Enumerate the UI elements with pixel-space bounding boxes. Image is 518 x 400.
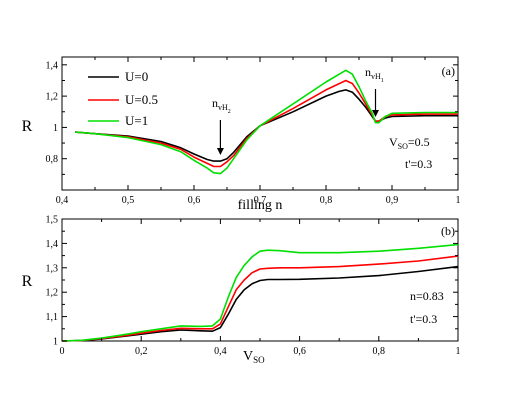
- panel-a-x-tick-label: 1: [456, 195, 461, 206]
- panel-a-x-tick-label: 0,9: [386, 195, 399, 206]
- panel-b-x-tick-label: 0: [60, 346, 65, 357]
- panel-a-label: (a): [442, 64, 455, 78]
- panel-b: 0 0,2 0,4 0,6 0,8 1 1 1,1 1,2 1,3 1,4 1,5 VSO R (b…: [22, 215, 461, 366]
- panel-b-x-tick-label: 0,6: [293, 346, 306, 357]
- annotation-nvh2: nvH2: [212, 96, 231, 115]
- panel-a-x-tick-label: 0,7: [254, 195, 267, 206]
- panel-a-y-tick-label: 0,8: [46, 154, 59, 165]
- panel-a-x-tick-label: 0,6: [188, 195, 201, 206]
- panel-a-series-line-u1: [75, 69, 458, 175]
- annotation-nvh2-index: 2: [228, 109, 231, 115]
- panel-b-y-tick-label: 1,4: [46, 239, 59, 250]
- panel-a-x-tick-label: 0,8: [320, 195, 333, 206]
- panel-a-frame: [61, 56, 459, 191]
- annotation-nvh1-sub: vH: [371, 72, 381, 81]
- panel-a-y-tick-label: 1,2: [46, 92, 59, 103]
- panel-b-label: (b): [441, 224, 455, 238]
- panel-a-y-tick-label: 1: [53, 123, 58, 134]
- panel-b-y-tick-label: 1,5: [46, 215, 59, 226]
- panel-a-x-ticks: 0,4 0,5 0,6 0,7 0,8 0,9 1: [56, 57, 461, 206]
- panel-b-x-tick-label: 0,2: [135, 346, 148, 357]
- panel-a-param-vso: VSO=0.5: [389, 135, 430, 151]
- panel-b-y-tick-label: 1,1: [46, 312, 59, 323]
- panel-a-y-ticks: 0,8 1 1,2 1,4: [46, 60, 458, 175]
- panel-a-x-axis-label: filling n: [238, 198, 283, 213]
- arrow-down-icon: [372, 89, 379, 117]
- legend-label-u0: U=0: [125, 69, 148, 84]
- panel-a-x-tick-label: 0,4: [56, 195, 69, 206]
- panel-b-series-line-u0: [61, 265, 459, 342]
- panel-b-x-tick-label: 0,8: [373, 346, 386, 357]
- panel-b-x-axis-label-sub: SO: [253, 355, 265, 365]
- annotation-nvh1-main: n: [365, 65, 371, 79]
- panel-a-param-vso-value: =0.5: [408, 135, 430, 149]
- legend-label-u05: U=0.5: [125, 92, 158, 107]
- panel-b-x-axis-label-main: V: [243, 349, 253, 364]
- panel-a-series: [75, 69, 458, 175]
- annotation-nvh2-main: n: [212, 96, 218, 110]
- panel-b-param-n: n=0.83: [410, 289, 444, 303]
- panel-a: 0,4 0,5 0,6 0,7 0,8 0,9 1 0,8 1 1,2 1,4 filling n…: [22, 56, 461, 213]
- arrow-head: [216, 148, 224, 155]
- panel-a-param-vso-sub: SO: [398, 142, 408, 151]
- arrow-head: [372, 110, 379, 117]
- panel-b-y-tick-label: 1,2: [46, 288, 59, 299]
- panel-a-series-line-u05: [75, 79, 458, 168]
- panel-a-param-t: t'=0.3: [405, 157, 432, 171]
- panel-a-param-vso-main: V: [389, 135, 398, 149]
- panel-b-y-tick-label: 1,3: [46, 263, 59, 274]
- panel-b-y-tick-label: 1: [53, 337, 58, 348]
- panel-a-y-tick-label: 1,4: [46, 60, 59, 71]
- panel-b-series-line-u05: [61, 255, 459, 342]
- legend-label-u1: U=1: [125, 113, 148, 128]
- annotation-nvh1-index: 1: [381, 78, 384, 84]
- panel-a-y-axis-label: R: [22, 118, 33, 135]
- annotation-nvh1: nvH1: [365, 65, 384, 84]
- panel-b-y-axis-label: R: [22, 273, 33, 290]
- panel-b-series-line-u1: [61, 243, 459, 342]
- annotation-nvh2-sub: vH: [218, 103, 228, 112]
- panel-b-x-ticks: 0 0,2 0,4 0,6 0,8 1: [60, 219, 461, 357]
- panel-b-y-ticks: 1 1,1 1,2 1,3 1,4 1,5: [46, 215, 458, 348]
- panel-a-legend: U=0 U=0.5 U=1: [88, 69, 158, 128]
- arrow-down-icon: [216, 120, 224, 155]
- panel-b-x-axis-label: VSO: [243, 349, 265, 365]
- panel-a-x-tick-label: 0,5: [122, 195, 135, 206]
- panel-b-series: [61, 243, 459, 342]
- panel-b-param-t: t'=0.3: [410, 312, 437, 326]
- panel-b-x-tick-label: 1: [456, 346, 461, 357]
- panel-b-x-tick-label: 0,4: [214, 346, 227, 357]
